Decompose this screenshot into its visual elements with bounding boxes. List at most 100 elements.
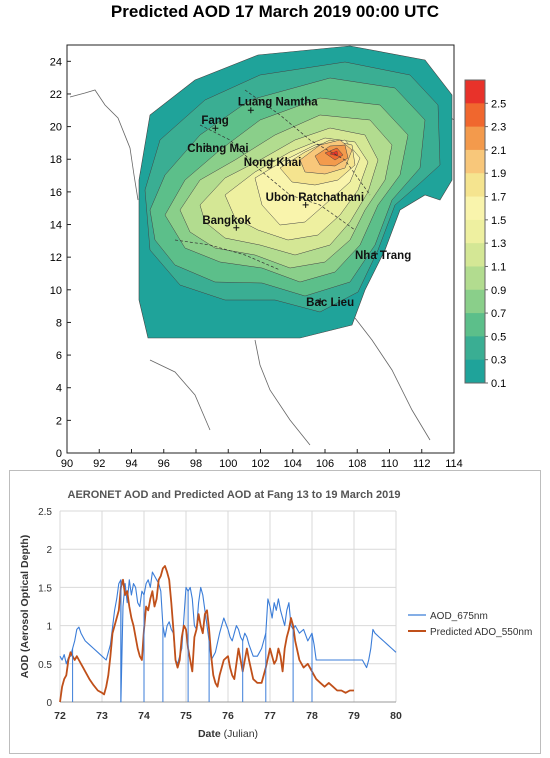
map-y-tick-label: 8 <box>56 317 62 329</box>
map-y-tick-label: 20 <box>50 122 62 134</box>
colorbar-swatch <box>465 313 485 337</box>
colorbar-label: 0.9 <box>491 285 506 297</box>
map-y-tick-label: 10 <box>50 285 62 297</box>
colorbar-label: 0.1 <box>491 378 506 390</box>
x-tick-label: 76 <box>222 710 234 722</box>
colorbar-swatch <box>465 266 485 291</box>
colorbar-swatch <box>465 103 485 128</box>
map-x-tick-label: 90 <box>61 458 73 470</box>
colorbar-swatch <box>465 173 485 198</box>
place-label: Luang Namtha <box>238 96 318 108</box>
map-y-tick-label: 6 <box>56 350 62 362</box>
map-x-tick-label: 112 <box>413 458 431 470</box>
x-tick-label: 79 <box>348 710 360 722</box>
colorbar-swatch <box>465 149 485 174</box>
x-tick-label: 73 <box>96 710 108 722</box>
map-y-tick-label: 12 <box>50 252 62 264</box>
coastline <box>69 89 139 201</box>
x-tick-label: 72 <box>54 710 66 722</box>
map-title: Predicted AOD 17 March 2019 00:00 UTC <box>110 2 440 21</box>
map-x-tick-label: 96 <box>158 458 170 470</box>
y-tick-label: 2 <box>46 545 52 556</box>
colorbar-swatch <box>465 243 485 267</box>
map-y-tick-label: 22 <box>50 89 62 101</box>
map-y-tick-label: 14 <box>50 220 62 232</box>
colorbar-label: 1.9 <box>491 168 506 180</box>
map-x-tick-label: 100 <box>219 458 237 470</box>
x-axis-label: Date (Julian) <box>198 728 258 740</box>
coastline <box>149 359 211 431</box>
place-label: Bac Lieu <box>306 297 354 309</box>
map-x-tick-label: 102 <box>251 458 269 470</box>
colorbar-label: 2.5 <box>491 98 506 110</box>
place-marker <box>212 125 219 132</box>
place-marker <box>268 157 275 164</box>
colorbar-swatch <box>465 196 485 221</box>
colorbar-swatch <box>465 219 485 244</box>
legend-label: Predicted ADO_550nm <box>430 627 532 638</box>
map-y-tick-label: 24 <box>50 56 62 68</box>
chart-title: AERONET AOD and Predicted AOD at Fang 13… <box>68 489 401 501</box>
map-x-tick-label: 106 <box>316 458 334 470</box>
border-line <box>244 89 371 196</box>
coastline <box>254 339 311 446</box>
x-tick-label: 80 <box>390 710 402 722</box>
legend-label: AOD_675nm <box>430 611 488 622</box>
border-line <box>199 124 356 231</box>
place-label: Nong Khai <box>244 157 302 169</box>
map-x-tick-label: 94 <box>125 458 137 470</box>
map-x-tick-label: 114 <box>445 458 463 470</box>
colorbar-label: 1.7 <box>491 192 506 204</box>
colorbar-label: 0.3 <box>491 355 506 367</box>
map-y-tick-label: 4 <box>56 383 62 395</box>
timeseries-panel: AERONET AOD and Predicted AOD at Fang 13… <box>9 470 541 754</box>
series-line-1 <box>59 565 354 703</box>
colorbar-label: 1.5 <box>491 215 506 227</box>
y-tick-label: 1 <box>46 622 52 633</box>
series-line-0 <box>59 571 397 703</box>
map-x-tick-label: 108 <box>348 458 366 470</box>
y-tick-label: 0 <box>46 698 52 709</box>
map-x-tick-label: 98 <box>190 458 202 470</box>
colorbar-swatch <box>465 80 485 104</box>
colorbar-swatch <box>465 336 485 361</box>
x-tick-label: 78 <box>306 710 318 722</box>
x-tick-label: 77 <box>264 710 276 722</box>
place-marker <box>371 250 378 257</box>
x-tick-label: 75 <box>180 710 192 722</box>
map-y-tick-label: 0 <box>56 448 62 460</box>
timeseries-chart: AERONET AOD and Predicted AOD at Fang 13… <box>19 489 532 740</box>
map-y-tick-label: 18 <box>50 154 62 166</box>
place-marker <box>302 201 309 208</box>
place-label: Ubon Ratchathani <box>266 192 364 204</box>
y-tick-label: 2.5 <box>38 507 52 518</box>
colorbar-swatch <box>465 289 485 314</box>
map-y-tick-label: 2 <box>56 415 62 427</box>
colorbar-swatch <box>465 126 485 151</box>
y-axis-label: AOD (Aerosol Optical Depth) <box>19 535 31 679</box>
place-marker <box>204 143 211 150</box>
map-x-tick-label: 110 <box>381 458 399 470</box>
place-marker <box>317 298 324 305</box>
coastline <box>354 317 431 441</box>
place-label: Fang <box>201 115 228 127</box>
map-y-tick-label: 16 <box>50 187 62 199</box>
aod-map: 90 92 94 96 98 100 102 104 106 108 110 112 114024681… <box>50 44 506 470</box>
place-label: Bangkok <box>202 215 251 227</box>
colorbar-label: 2.3 <box>491 122 506 134</box>
colorbar-label: 0.5 <box>491 331 506 343</box>
colorbar-frame <box>464 79 486 384</box>
map-x-tick-label: 92 <box>93 458 105 470</box>
border-line <box>174 239 281 271</box>
y-tick-label: 1.5 <box>38 583 52 594</box>
place-label: Chiang Mai <box>187 143 248 155</box>
colorbar-label: 2.1 <box>491 145 506 157</box>
colorbar-swatch <box>465 359 485 384</box>
x-tick-label: 74 <box>138 710 150 722</box>
map-x-tick-label: 104 <box>284 458 302 470</box>
colorbar-label: 1.3 <box>491 238 506 250</box>
place-marker <box>247 107 254 114</box>
place-label: Nha Trang <box>355 250 411 262</box>
colorbar-label: 1.1 <box>491 261 506 273</box>
colorbar-label: 0.7 <box>491 308 506 320</box>
